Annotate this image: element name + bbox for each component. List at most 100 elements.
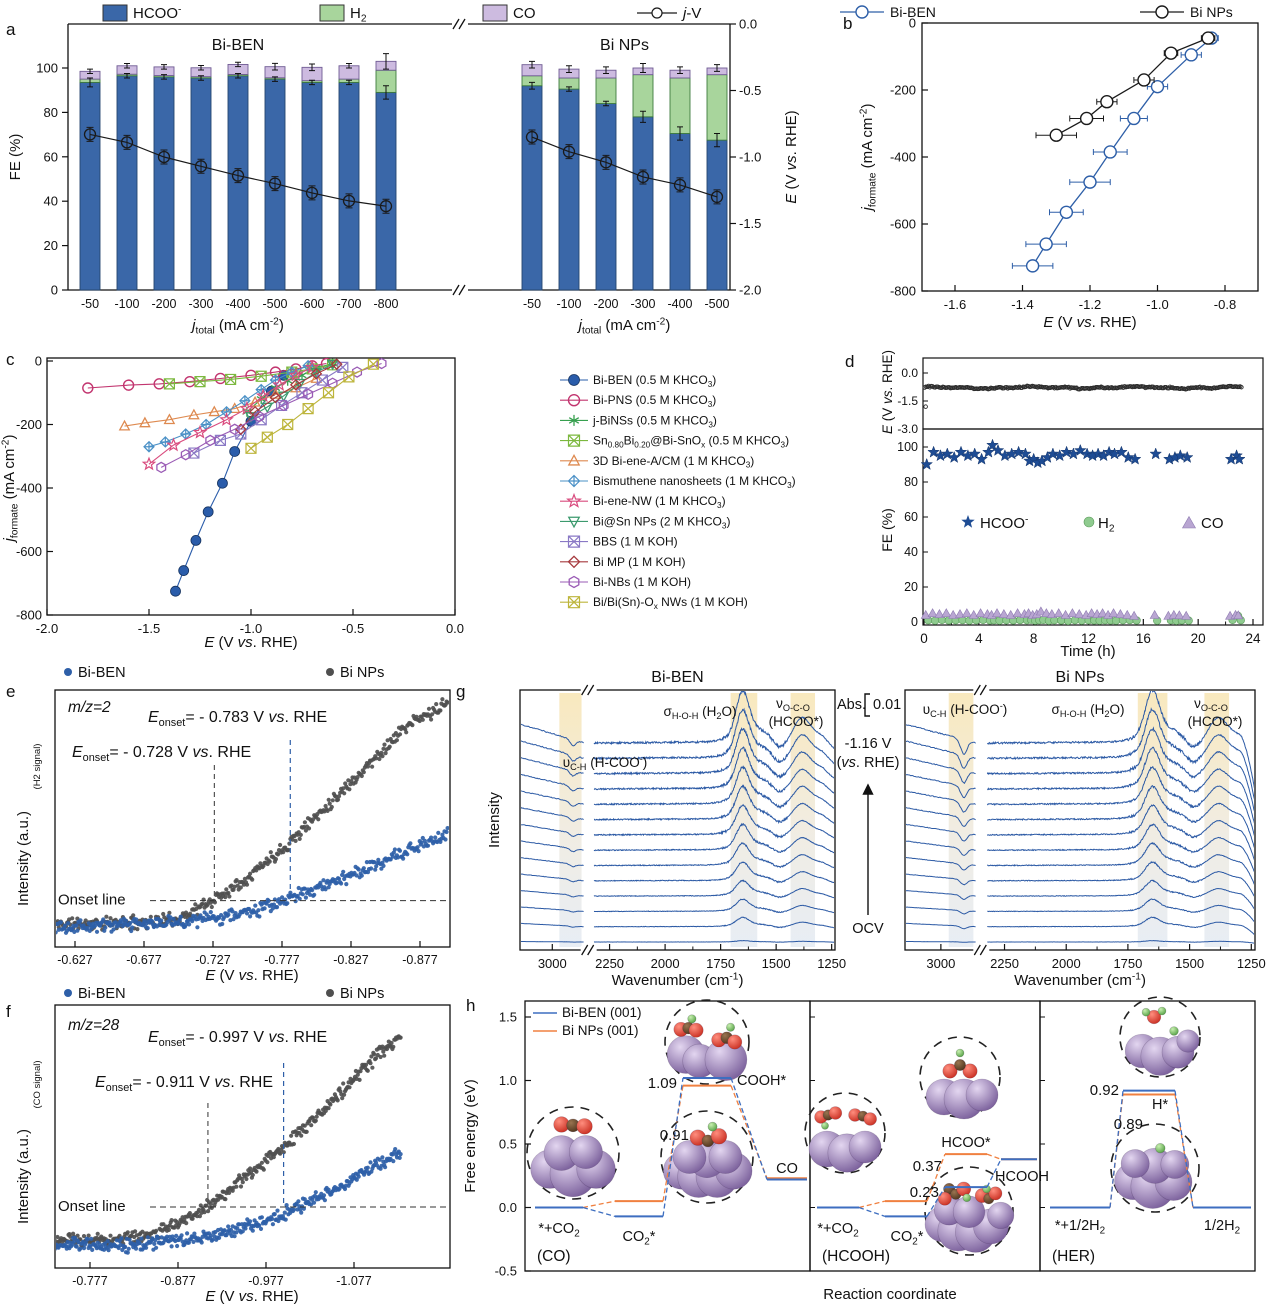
error-bar [714,64,720,72]
co-point [998,609,1009,618]
band-annotation: σH-O-H (H2O) [1051,702,1124,719]
bar-hcoo [375,91,397,291]
point [72,1235,77,1241]
point [369,866,374,871]
legend-label: H2 [350,5,367,25]
tick-label: 2250 [595,956,624,971]
spectrum-segment-a [906,757,976,785]
co-point [1233,610,1244,620]
point [323,803,328,809]
tick-label: 8 [1030,631,1038,646]
point [391,1044,396,1049]
h2-point [1111,616,1121,625]
legend-label: H2 [1098,515,1115,535]
point [86,1233,91,1238]
co-point [1097,608,1108,618]
spectrum-segment-a [906,906,976,915]
legend-marker [566,492,582,508]
axis-break-mark [973,944,987,956]
legend-label: Bi-ene-NW (1 M KHCO3) [593,494,726,510]
tick-label: -400 [16,481,42,496]
point [125,1250,130,1255]
axis-break [973,946,990,954]
bar-h2 [595,77,617,104]
inset-circle [660,1110,754,1204]
point [145,1235,150,1240]
state-label: CO2* [891,1229,924,1247]
point [303,828,308,833]
inset-circle [526,1106,620,1200]
panel-letter-b: b [843,14,853,33]
error-bar [528,129,536,145]
data-point [163,378,175,390]
panel-c-comparison-chart: -2.0 -1.5 -1.0 -0.5 0.0 0 -200 -400 -600 -800 jfor… [0,354,795,652]
hcoo-star [1102,445,1116,458]
data-point [159,436,172,448]
point [336,876,342,881]
tick-label: -600 [16,544,42,559]
tick-label: 60 [904,510,918,524]
hcoo-star [927,445,940,458]
spectrum-segment-a [521,774,584,792]
point [137,1241,142,1246]
axis-break [973,686,990,694]
spectrum-segment-a [521,740,584,762]
molecule-inset-co2slab [526,1106,620,1200]
point [444,829,449,835]
legend-marker [855,5,869,19]
point [278,1151,283,1156]
spectra-curves [906,691,1254,944]
band-annotation: υC-H (H-COO-) [563,754,648,772]
point [301,1206,306,1211]
tick-label: 0 [35,354,42,369]
error-bar [602,154,610,170]
co-point [1174,610,1185,620]
error-bar [714,132,720,148]
tick-label: 2000 [1052,956,1081,971]
data-point [239,400,255,415]
data-point [367,358,379,370]
spectrum-segment-b [593,939,834,943]
x-axis-label: E (V vs. RHE) [205,1288,298,1305]
molecule-inset-adsslab [660,1110,754,1204]
spectrum-segment-b [987,707,1254,800]
frame-bottom [922,428,1264,626]
point [335,797,341,802]
spectrum-segment-b [986,804,1254,861]
atom [569,1135,603,1169]
point [175,1243,180,1249]
point [354,873,359,878]
point [293,838,298,843]
jv-marker [231,169,245,182]
point [342,1092,347,1097]
state-label: HCOO* [941,1135,991,1151]
bar-group-Bi-BEN [79,53,397,291]
data-point [143,440,155,453]
point [70,916,75,921]
point [297,896,302,901]
error-bar [198,65,204,71]
co-point [1129,610,1140,620]
spectrum-segment-b [593,803,834,839]
bar-hcoo [190,77,212,291]
point [127,1237,132,1242]
point [62,923,68,928]
point [314,1114,319,1119]
hcoo-star [1091,447,1105,460]
panel-e-h2-dems-chart: -0.627 -0.677 -0.727 -0.777 -0.827 -0.877 E (V… [15,665,451,984]
panel-h-free-energy-diagram: 1.5 1.0 0.5 0.0 -0.5 Free energy (eV) Reaction… [462,996,1256,1303]
point [81,1234,87,1239]
x-tick-label: -800 [373,297,398,311]
legend-marker [567,394,581,407]
tick-label: -0.627 [57,953,92,967]
tick-label: -1.4 [1011,297,1033,312]
point [306,826,312,831]
point [347,787,352,792]
point [341,869,346,874]
point [135,927,140,932]
tick-label: 60 [44,149,58,164]
point [374,756,379,761]
frame [54,1004,451,1269]
error-bar [124,63,130,69]
data-point [208,405,221,417]
